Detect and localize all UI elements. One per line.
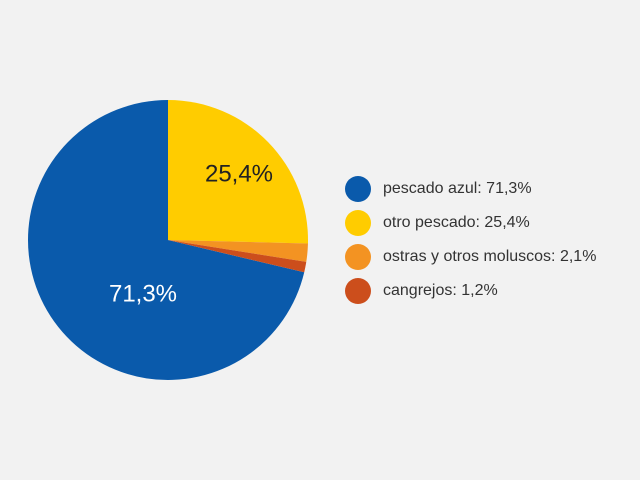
pie-slice [168,240,307,273]
legend-swatch [345,244,371,270]
slice-data-label: 25,4% [205,160,273,187]
legend-label: cangrejos: 1,2% [383,282,498,299]
pie-slice [168,240,308,262]
legend-label: ostras y otros moluscos: 2,1% [383,248,597,265]
slice-data-label: 71,3% [109,280,177,307]
pie-slice [27,100,305,380]
legend-label: otro pescado: 25,4% [383,214,530,231]
legend-item: ostras y otros moluscos: 2,1% [345,240,596,274]
pie-chart: 71,3% 25,4% [27,100,308,380]
legend-swatch [345,278,371,304]
legend-swatch [345,210,371,236]
legend-item: pescado azul: 71,3% [345,172,596,206]
legend-label: pescado azul: 71,3% [383,180,532,197]
legend-swatch [345,176,371,202]
legend: pescado azul: 71,3% otro pescado: 25,4% … [345,172,596,308]
legend-item: cangrejos: 1,2% [345,274,596,308]
legend-item: otro pescado: 25,4% [345,206,596,240]
pie-slice [168,100,308,244]
